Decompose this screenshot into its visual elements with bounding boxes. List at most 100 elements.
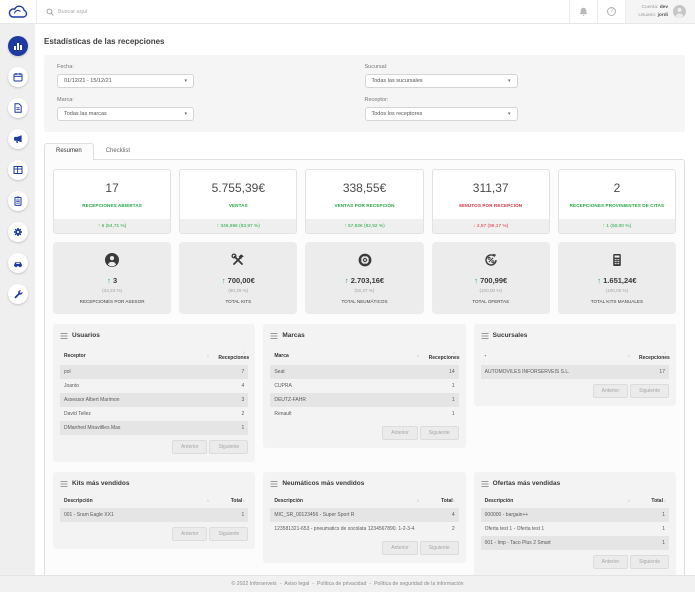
panel-title: Sucursales <box>493 332 528 339</box>
clipboard-icon <box>13 196 23 206</box>
column-header[interactable]: ↑↓Total <box>425 495 459 508</box>
wrench-icon <box>13 289 23 299</box>
pagination: Anterior Siguiente <box>60 527 248 541</box>
next-page-button[interactable]: Siguiente <box>420 541 459 555</box>
tab-checklist[interactable]: Checklist <box>94 143 142 159</box>
receptor-select[interactable]: Todos los receptores ▾ <box>365 107 518 121</box>
marca-label: Marca: <box>57 97 365 103</box>
sidebar-item-workshop[interactable] <box>8 284 28 304</box>
kpi-row: 17 RECEPCIONES ABIERTAS ↑ 6 (54,71 %) 5.… <box>53 169 676 234</box>
column-header[interactable]: ↑↓Recepciones <box>214 347 248 365</box>
sucursal-select[interactable]: Todas las sucursales ▾ <box>365 74 518 88</box>
sort-icon[interactable]: ↑↓ <box>627 498 629 503</box>
table-cell: 2 <box>425 522 459 536</box>
sort-icon[interactable]: ↑↓ <box>417 498 419 503</box>
next-page-button[interactable]: Siguiente <box>209 527 248 541</box>
up-arrow-icon: ↑ <box>98 224 100 229</box>
table-cell: 1 <box>635 508 669 522</box>
column-header[interactable]: Descripción↑↓ <box>481 495 635 508</box>
next-page-button[interactable]: Siguiente <box>630 384 669 398</box>
table-cell: David Tellez <box>60 407 214 421</box>
receptor-label: Receptor: <box>365 97 673 103</box>
total-label: TOTAL NEUMÁTICOS <box>308 299 420 304</box>
table-cell: 17 <box>635 365 669 379</box>
kpi-delta: ↑ 346,98€ (93,97 %) <box>180 219 296 233</box>
previous-page-button[interactable]: Anterior <box>382 541 418 555</box>
filter-receptor: Receptor: Todos los receptores ▾ <box>365 97 673 121</box>
sidebar-item-tables[interactable] <box>8 160 28 180</box>
footer-link-aviso-legal[interactable]: Aviso legal <box>284 581 309 587</box>
previous-page-button[interactable]: Anterior <box>172 527 208 541</box>
app-logo[interactable] <box>0 0 36 23</box>
next-page-button[interactable]: Siguiente <box>630 555 669 569</box>
table-cell: 000000 - bargain++ <box>481 508 635 522</box>
sidebar-item-announcements[interactable] <box>8 129 28 149</box>
sidebar-item-documents[interactable] <box>8 98 28 118</box>
column-header[interactable]: ↑↓Total <box>214 495 248 508</box>
sidebar-item-calendar[interactable] <box>8 67 28 87</box>
filters-panel: Fecha: 01/12/21 - 15/12/21 ▾ Sucursal: T… <box>44 55 685 132</box>
sort-icon[interactable]: ↑↓ <box>663 498 665 503</box>
kpi-delta: ↑ 1 (50,00 %) <box>559 219 675 233</box>
column-header[interactable]: ↑↓Total <box>635 495 669 508</box>
column-header[interactable]: ↑↓Recepciones <box>425 347 459 365</box>
calendar-icon <box>13 72 23 82</box>
kpi-minutos-por-recepcion: 311,37 MINUTOS POR RECEPCIÓN ↓ 2,57 (99,… <box>432 169 550 234</box>
sidebar-item-settings[interactable] <box>8 222 28 242</box>
help-button[interactable]: ? <box>597 0 625 23</box>
notifications-button[interactable] <box>569 0 597 23</box>
previous-page-button[interactable]: Anterior <box>593 555 629 569</box>
table-cell: 2 <box>214 407 248 421</box>
sucursales-table: -↑↓ ↑↓Recepciones AUTOMOVILES INFORSERVE… <box>481 347 669 379</box>
sort-icon[interactable]: ↑↓ <box>417 353 419 358</box>
main-content: Estadísticas de las recepciones Fecha: 0… <box>35 24 695 575</box>
previous-page-button[interactable]: Anterior <box>172 440 208 454</box>
column-header[interactable]: Descripción↑↓ <box>60 495 214 508</box>
kpi-label: RECEPCIONES PROVINIENTES DE CITAS <box>561 203 673 208</box>
table-cell: 1 <box>425 393 459 407</box>
column-header[interactable]: Descripción↑↓ <box>270 495 424 508</box>
table-cell: Joanto <box>60 379 214 393</box>
sort-icon[interactable]: ↑↓ <box>206 498 208 503</box>
column-header[interactable]: -↑↓ <box>481 347 635 365</box>
previous-page-button[interactable]: Anterior <box>382 426 418 440</box>
filter-marca: Marca: Todas las marcas ▾ <box>57 97 365 121</box>
table-cell: 4 <box>425 508 459 522</box>
page-title: Estadísticas de las recepciones <box>44 37 685 46</box>
sort-icon[interactable]: ↑↓ <box>242 498 244 503</box>
marca-select[interactable]: Todas las marcas ▾ <box>57 107 194 121</box>
table-row: AUTOMOVILES INFORSERVEIS S.L.17 <box>481 365 669 379</box>
usuarios-table: Receptor↑↓ ↑↓Recepciones pol7Joanto4Asse… <box>60 347 248 435</box>
footer-link-seguridad[interactable]: Política de seguridad de la información <box>374 581 463 587</box>
user-value: jordi <box>658 13 668 18</box>
table-cell: 3 <box>214 393 248 407</box>
table-cell: Renault <box>270 407 424 421</box>
footer-separator: - <box>280 581 282 587</box>
table-cell: CUPRA <box>270 379 424 393</box>
tab-resumen[interactable]: Resumen <box>44 143 94 160</box>
kpi-delta: ↑ 57,83€ (82,92 %) <box>306 219 422 233</box>
sidebar-item-checklists[interactable] <box>8 191 28 211</box>
previous-page-button[interactable]: Anterior <box>593 384 629 398</box>
next-page-button[interactable]: Siguiente <box>209 440 248 454</box>
fecha-value: 01/12/21 - 15/12/21 <box>64 78 112 84</box>
next-page-button[interactable]: Siguiente <box>420 426 459 440</box>
column-header[interactable]: Marca↑↓ <box>270 347 424 365</box>
ofertas-table: Descripción↑↓ ↑↓Total 000000 - bargain++… <box>481 495 669 550</box>
fecha-select[interactable]: 01/12/21 - 15/12/21 ▾ <box>57 74 194 88</box>
account-menu[interactable]: Cuenta: dev Usuario: jordi <box>625 0 695 23</box>
sort-icon[interactable]: ↑↓ <box>206 353 208 358</box>
column-header[interactable]: ↑↓Recepciones <box>635 347 669 365</box>
footer-link-privacidad[interactable]: Política de privacidad <box>317 581 366 587</box>
table-cell: Seat <box>270 365 424 379</box>
sidebar-item-vehicles[interactable] <box>8 253 28 273</box>
search-input[interactable] <box>58 9 278 15</box>
total-recepciones-por-asesor: ↑ 3 (33,33 %) RECEPCIONES POR ASESOR <box>53 242 171 314</box>
sidebar-item-statistics[interactable] <box>8 36 28 56</box>
sucursal-value: Todas las sucursales <box>372 78 423 84</box>
sort-icon[interactable]: ↑↓ <box>627 353 629 358</box>
total-label: RECEPCIONES POR ASESOR <box>56 299 168 304</box>
table-row: DManfred Miravitlles Mas1 <box>60 421 248 435</box>
column-header[interactable]: Receptor↑↓ <box>60 347 214 365</box>
total-neumaticos: ↑ 2.703,16€ (92,27 %) TOTAL NEUMÁTICOS <box>305 242 423 314</box>
